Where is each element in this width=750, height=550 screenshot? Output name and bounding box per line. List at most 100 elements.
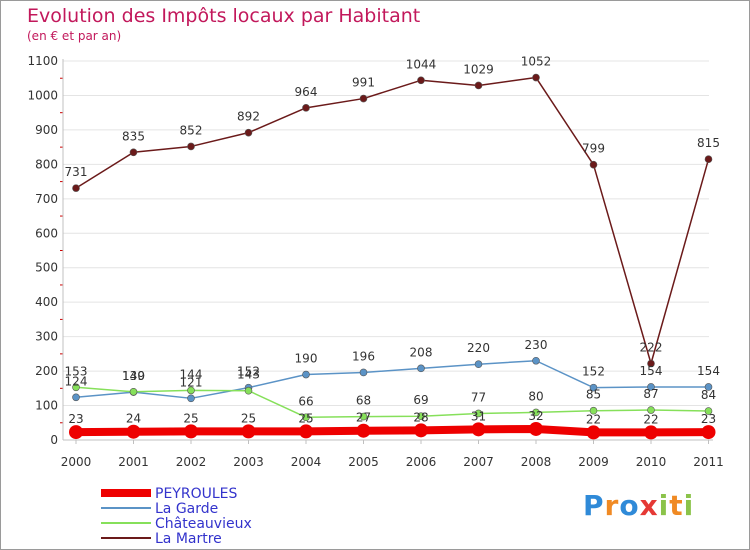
y-tick-label-800: 800 [35, 157, 58, 171]
data-label-peyroules-2008: 32 [528, 409, 543, 423]
data-point-peyroules-2011 [701, 425, 716, 440]
data-label-peyroules-2009: 22 [586, 412, 601, 426]
data-point-la-garde-2008 [532, 356, 540, 365]
data-point-ch-teauvieux-2004 [302, 413, 310, 422]
x-tick-label-2009: 2009 [578, 455, 609, 469]
data-point-peyroules-2009 [586, 425, 601, 440]
data-label-la-martre-2001: 835 [122, 129, 145, 143]
data-point-la-martre-2010 [647, 359, 655, 368]
series-line-ch-teauvieux [75, 386, 709, 419]
logo-letter: P [583, 489, 605, 522]
data-point-ch-teauvieux-2010 [647, 406, 655, 414]
data-label-la-garde-2005: 196 [352, 349, 375, 363]
data-point-peyroules-2005 [356, 423, 371, 438]
data-label-peyroules-2003: 25 [241, 411, 256, 425]
data-point-ch-teauvieux-2001 [129, 387, 138, 396]
series-line-la-garde [75, 360, 709, 400]
data-point-la-martre-2001 [129, 148, 138, 157]
chart-subtitle: (en € et par an) [27, 29, 122, 43]
data-point-ch-teauvieux-2007 [474, 409, 483, 418]
data-label-ch-teauvieux-2000: 153 [65, 364, 88, 378]
x-tick-label-2007: 2007 [463, 455, 494, 469]
data-label-la-martre-2003: 892 [237, 110, 260, 124]
y-tick-label-900: 900 [35, 123, 58, 137]
data-point-la-martre-2007 [474, 81, 483, 90]
data-point-la-martre-2008 [532, 73, 540, 82]
y-tick-label-200: 200 [35, 364, 58, 378]
data-point-ch-teauvieux-2011 [704, 407, 713, 415]
y-tick-label-1100: 1100 [27, 54, 58, 68]
y-tick-label-400: 400 [35, 295, 58, 309]
y-tick-label-1000: 1000 [27, 88, 58, 102]
legend-label-ch-teauvieux: Châteauvieux [155, 516, 252, 532]
data-label-peyroules-2001: 24 [126, 412, 141, 426]
data-point-ch-teauvieux-2002 [187, 386, 195, 395]
x-tick-label-2011: 2011 [693, 455, 724, 469]
data-label-la-garde-2001: 139 [122, 369, 145, 383]
data-label-la-garde-2003: 152 [237, 365, 260, 379]
data-label-ch-teauvieux-2002: 144 [180, 367, 203, 381]
logo-letter: o [619, 489, 640, 522]
data-point-peyroules-2006 [414, 423, 428, 438]
data-label-ch-teauvieux-2001: 140 [122, 369, 145, 383]
data-label-peyroules-2002: 25 [183, 411, 198, 425]
data-point-peyroules-2001 [126, 424, 141, 439]
data-label-peyroules-2000: 23 [68, 412, 83, 426]
legend-label-peyroules: PEYROULES [155, 486, 237, 502]
x-tick-label-2006: 2006 [406, 455, 437, 469]
data-point-la-martre-2003 [244, 128, 253, 137]
data-label-ch-teauvieux-2006: 69 [413, 393, 428, 407]
logo-letter: i [683, 489, 695, 522]
data-point-ch-teauvieux-2003 [244, 386, 253, 395]
data-label-la-martre-2006: 1044 [406, 57, 437, 71]
data-label-la-garde-2004: 190 [295, 352, 318, 366]
data-point-peyroules-2004 [299, 424, 313, 439]
data-point-la-garde-2007 [474, 360, 483, 369]
data-point-peyroules-2007 [471, 422, 486, 437]
data-point-peyroules-2003 [241, 424, 256, 439]
data-label-la-martre-2008: 1052 [521, 55, 552, 69]
data-label-ch-teauvieux-2007: 77 [471, 390, 486, 404]
y-tick-label-500: 500 [35, 261, 58, 275]
x-tick-label-2005: 2005 [348, 455, 379, 469]
y-tick-label-700: 700 [35, 192, 58, 206]
data-label-peyroules-2010: 22 [643, 412, 658, 426]
data-label-ch-teauvieux-2010: 87 [643, 387, 658, 401]
data-label-la-martre-2005: 991 [352, 76, 375, 90]
logo-letter: t [669, 489, 684, 522]
data-label-la-martre-2007: 1029 [463, 62, 494, 76]
y-tick-label-100: 100 [35, 399, 58, 413]
data-label-peyroules-2005: 27 [356, 411, 371, 425]
data-label-la-martre-2002: 852 [180, 123, 203, 137]
data-point-ch-teauvieux-2000 [72, 383, 80, 392]
data-label-la-garde-2002: 121 [180, 375, 203, 389]
proxiti-logo: Proxiti [583, 489, 694, 522]
series-line-la-martre [75, 76, 710, 365]
x-tick-label-2004: 2004 [291, 455, 322, 469]
data-point-ch-teauvieux-2009 [589, 406, 598, 415]
chart-title: Evolution des Impôts locaux par Habitant [27, 5, 421, 27]
data-label-ch-teauvieux-2003: 143 [237, 368, 260, 382]
x-tick-label-2000: 2000 [61, 455, 92, 469]
data-point-ch-teauvieux-2008 [532, 408, 540, 417]
data-label-peyroules-2006: 28 [413, 410, 428, 424]
data-label-la-garde-2000: 124 [65, 374, 88, 388]
x-tick-label-2001: 2001 [118, 455, 149, 469]
x-tick-label-2008: 2008 [521, 455, 552, 469]
data-label-ch-teauvieux-2009: 85 [586, 388, 601, 402]
data-label-la-garde-2010: 154 [640, 364, 663, 378]
data-point-la-garde-2011 [704, 383, 713, 391]
data-label-ch-teauvieux-2005: 68 [356, 394, 371, 408]
legend-label-la-garde: La Garde [155, 501, 218, 517]
data-point-ch-teauvieux-2006 [417, 412, 425, 421]
data-point-la-martre-2009 [589, 160, 598, 169]
data-label-peyroules-2004: 25 [298, 411, 313, 425]
data-point-ch-teauvieux-2005 [359, 412, 368, 421]
y-tick-label-600: 600 [35, 226, 58, 240]
data-label-ch-teauvieux-2011: 84 [701, 388, 716, 402]
data-label-peyroules-2011: 23 [701, 412, 716, 426]
data-point-la-garde-2002 [187, 394, 195, 403]
data-label-la-martre-2009: 799 [582, 142, 605, 156]
data-label-ch-teauvieux-2004: 66 [298, 394, 313, 408]
